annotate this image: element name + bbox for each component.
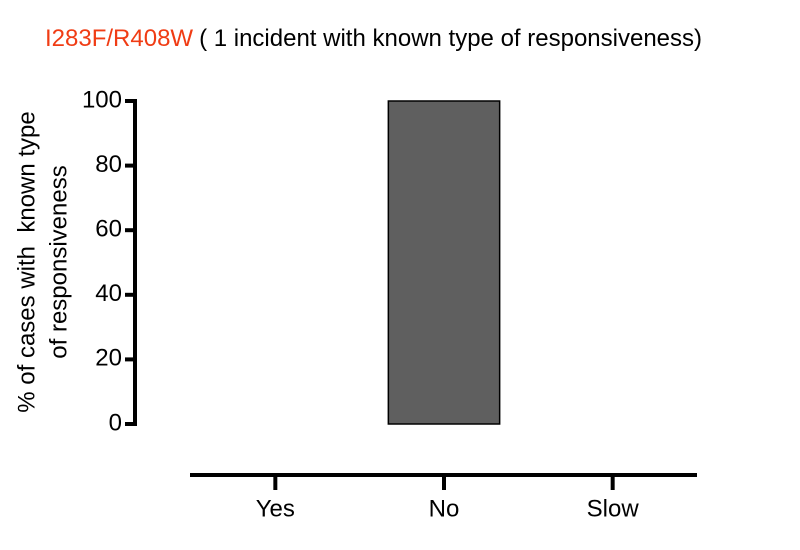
y-tick-label: 60 (95, 216, 122, 243)
bar (387, 100, 501, 425)
y-tick-label: 100 (82, 86, 122, 113)
y-tick-label: 80 (95, 151, 122, 178)
y-axis-label: % of cases with known type (13, 111, 40, 412)
y-tick-label: 20 (95, 345, 122, 372)
y-axis-label: of responsiveness (45, 165, 72, 358)
y-tick-label: 0 (109, 409, 122, 436)
x-tick-label: No (429, 495, 460, 522)
y-tick-label: 40 (95, 280, 122, 307)
x-tick-label: Slow (587, 495, 640, 522)
title-name: I283F/R408W (45, 25, 193, 52)
x-tick-label: Yes (256, 495, 295, 522)
chart-title: I283F/R408W( 1 incident with known type … (45, 25, 702, 52)
subtitle: ( 1 incident with known type of responsi… (199, 25, 702, 52)
